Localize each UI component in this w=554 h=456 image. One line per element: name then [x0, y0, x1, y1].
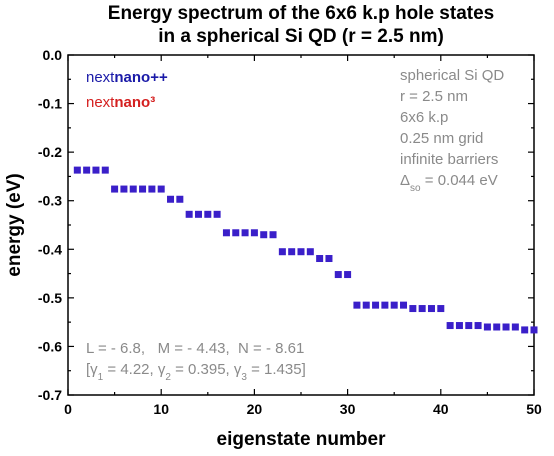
data-point	[176, 195, 184, 203]
data-point	[325, 255, 333, 263]
info-line-3: 6x6 k.p	[400, 109, 448, 126]
x-tick-label: 0	[64, 401, 72, 417]
axis-ticks	[67, 54, 535, 396]
info-line-2: r = 2.5 nm	[400, 88, 468, 105]
info-line-4: 0.25 nm grid	[400, 130, 483, 147]
legend-nextnano3: nextnano³	[86, 94, 155, 111]
data-point	[194, 210, 202, 218]
x-tick-label: 50	[526, 401, 542, 417]
legend-nextnano-plusplus: nextnano++	[86, 69, 168, 86]
data-point	[241, 229, 249, 237]
data-point	[316, 255, 324, 263]
data-point	[427, 305, 435, 313]
data-point	[446, 322, 454, 330]
data-point	[120, 185, 128, 193]
delta-symbol: Δ	[400, 172, 410, 189]
data-point	[129, 185, 137, 193]
data-point	[334, 271, 342, 279]
delta-value: = 0.044 eV	[421, 172, 498, 189]
data-point	[390, 301, 398, 309]
data-points	[73, 166, 538, 334]
info-line-6: Δso = 0.044 eV	[400, 172, 498, 194]
y-tick-label: -0.1	[38, 96, 62, 112]
data-point	[493, 323, 501, 331]
data-point	[250, 229, 258, 237]
info-line-1: spherical Si QD	[400, 67, 504, 84]
data-point	[297, 248, 305, 256]
data-point	[437, 305, 445, 313]
data-point	[167, 195, 175, 203]
y-axis-label: energy (eV)	[4, 173, 25, 276]
data-point	[204, 210, 212, 218]
data-point	[157, 185, 165, 193]
data-point	[111, 185, 119, 193]
data-point	[101, 166, 109, 174]
chart-title-line-2: in a spherical Si QD (r = 2.5 nm)	[158, 26, 444, 47]
data-point	[483, 323, 491, 331]
data-point	[260, 231, 268, 239]
data-point	[83, 166, 91, 174]
x-tick-label: 10	[153, 401, 169, 417]
data-point	[139, 185, 147, 193]
data-point	[232, 229, 240, 237]
x-axis-label: eigenstate number	[217, 429, 387, 450]
data-point	[306, 248, 314, 256]
data-point	[269, 231, 277, 239]
info-line-5: infinite barriers	[400, 151, 498, 168]
legend-1-prefix: next	[86, 69, 115, 86]
y-tick-label: -0.7	[38, 387, 62, 403]
data-point	[73, 166, 81, 174]
tick-labels: 0 10 20 30 40 50 0.0 -0.1 -0.2 -0.3 -0.4 -0.5 -0.6 -0…	[38, 47, 542, 417]
info-box: spherical Si QD r = 2.5 nm 6x6 k.p 0.25 …	[400, 67, 504, 194]
data-point	[148, 185, 156, 193]
y-tick-label: -0.3	[38, 193, 62, 209]
chart-title-line-1: Energy spectrum of the 6x6 k.p hole stat…	[108, 3, 494, 24]
legend-1-suffix: nano++	[114, 69, 168, 86]
data-point	[222, 229, 230, 237]
legend-2-suffix: nano³	[114, 94, 155, 111]
x-tick-label: 40	[433, 401, 449, 417]
data-point	[418, 305, 426, 313]
y-tick-label: -0.4	[38, 241, 62, 257]
data-point	[530, 326, 538, 334]
annotation-gammas: [γ1 = 4.22, γ2 = 0.395, γ3 = 1.435]	[86, 361, 306, 383]
data-point	[511, 323, 519, 331]
data-point	[372, 301, 380, 309]
data-point	[381, 301, 389, 309]
data-point	[353, 301, 361, 309]
data-point	[185, 210, 193, 218]
y-tick-label: -0.2	[38, 144, 62, 160]
data-point	[344, 271, 352, 279]
data-point	[465, 322, 473, 330]
y-tick-label: -0.6	[38, 338, 62, 354]
y-tick-label: -0.5	[38, 290, 62, 306]
legend-2-prefix: next	[86, 94, 115, 111]
data-point	[400, 301, 408, 309]
data-point	[92, 166, 100, 174]
data-point	[455, 322, 463, 330]
annotation-lmn: L = - 6.8, M = - 4.43, N = - 8.61	[86, 340, 304, 357]
data-point	[474, 322, 482, 330]
y-tick-label: 0.0	[43, 47, 63, 63]
data-point	[213, 210, 221, 218]
data-point	[278, 248, 286, 256]
data-point	[288, 248, 296, 256]
x-tick-label: 20	[247, 401, 263, 417]
data-point	[502, 323, 510, 331]
data-point	[409, 305, 417, 313]
delta-subscript: so	[410, 183, 421, 194]
data-point	[362, 301, 370, 309]
data-point	[521, 326, 529, 334]
x-tick-label: 30	[340, 401, 356, 417]
